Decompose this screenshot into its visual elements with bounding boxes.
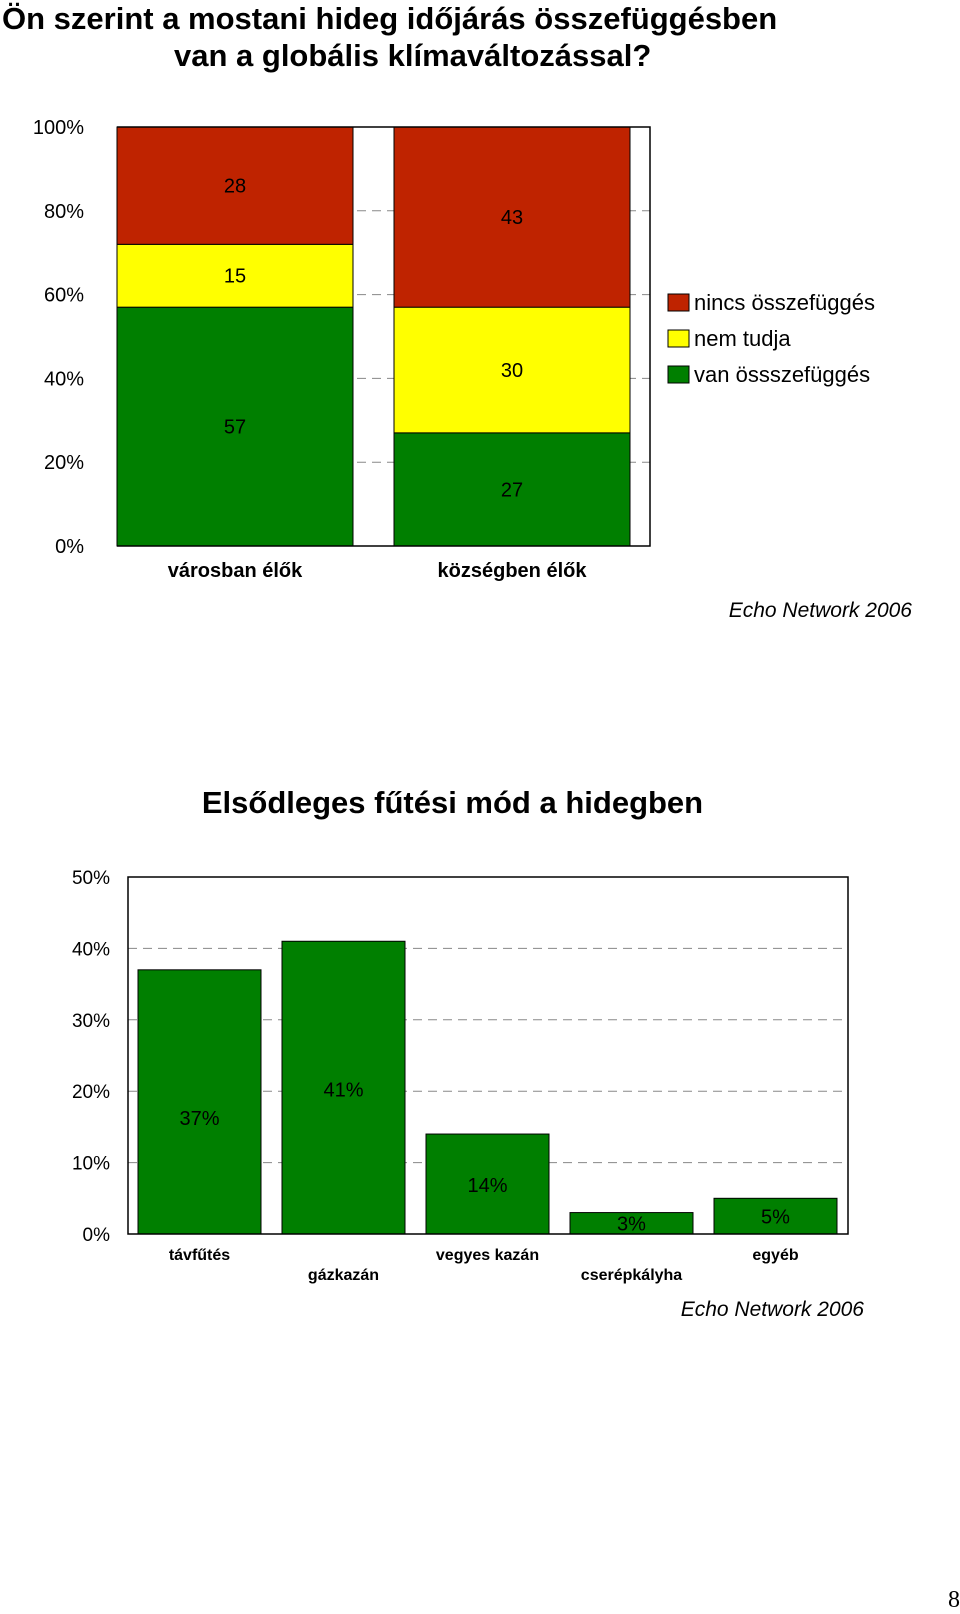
y-tick-label: 10% bbox=[72, 1154, 110, 1175]
chart1-title-line1: Ön szerint a mostani hideg időjárás össz… bbox=[2, 1, 778, 36]
data-label: 15 bbox=[224, 266, 246, 288]
x-category-label: városban élők bbox=[168, 560, 303, 582]
source-label: Echo Network 2006 bbox=[729, 599, 913, 622]
source-label: Echo Network 2006 bbox=[681, 1298, 865, 1321]
y-tick-label: 60% bbox=[44, 285, 84, 307]
y-tick-label: 40% bbox=[72, 939, 110, 960]
bar bbox=[137, 969, 262, 1235]
data-label: 57 bbox=[224, 417, 246, 439]
x-category-label: vegyes kazán bbox=[436, 1247, 539, 1264]
bar bbox=[425, 1133, 550, 1235]
y-tick-label: 100% bbox=[33, 117, 84, 139]
legend-swatch bbox=[667, 293, 690, 312]
x-category-label: cserépkályha bbox=[581, 1267, 683, 1284]
bar-segment bbox=[116, 306, 354, 547]
data-label: 3% bbox=[617, 1214, 646, 1236]
plot-frame bbox=[127, 876, 849, 1235]
legend-swatch bbox=[667, 329, 690, 348]
bar-segment bbox=[393, 126, 631, 308]
y-tick-label: 20% bbox=[44, 452, 84, 474]
y-tick-label: 30% bbox=[72, 1011, 110, 1032]
x-category-label: egyéb bbox=[752, 1247, 798, 1264]
x-category-label: gázkazán bbox=[308, 1267, 379, 1284]
y-tick-label: 20% bbox=[72, 1082, 110, 1103]
chart1-title: Ön szerint a mostani hideg időjárás össz… bbox=[0, 0, 960, 74]
legend-label: nincs összefüggés bbox=[694, 290, 875, 315]
bar-chart: 0% 10% 20% 30% 40% 50% 37% távfűtés 41% gázkazán 1… bbox=[72, 868, 865, 1321]
data-label: 28 bbox=[224, 176, 246, 198]
x-category-label: községben élők bbox=[438, 560, 588, 582]
page-number: 8 bbox=[948, 1587, 960, 1613]
y-tick-label: 80% bbox=[44, 201, 84, 223]
data-label: 41% bbox=[323, 1079, 363, 1101]
y-tick-label: 0% bbox=[83, 1225, 111, 1246]
y-tick-label: 50% bbox=[72, 868, 110, 889]
legend-swatch bbox=[667, 365, 690, 384]
bar-segment bbox=[393, 432, 631, 547]
chart2-title: Elsődleges fűtési mód a hidegben bbox=[201, 785, 704, 820]
data-label: 5% bbox=[761, 1206, 790, 1228]
bar bbox=[281, 940, 406, 1235]
data-label: 27 bbox=[501, 479, 523, 501]
plot-frame bbox=[117, 126, 651, 547]
bar-segment bbox=[393, 306, 631, 434]
data-label: 43 bbox=[501, 207, 523, 229]
data-label: 14% bbox=[467, 1175, 507, 1197]
data-label: 30 bbox=[501, 360, 523, 382]
stacked-bar-chart: 0% 20% 40% 60% 80% 100% 57 15 28 városban élők 27 3… bbox=[33, 117, 913, 622]
bar-segment bbox=[116, 243, 354, 308]
y-tick-label: 40% bbox=[44, 368, 84, 390]
legend-label: van össszefüggés bbox=[694, 362, 870, 387]
chart1-title-line2: van a globális klímaváltozással? bbox=[174, 38, 652, 73]
y-tick-label: 0% bbox=[55, 536, 84, 558]
legend-label: nem tudja bbox=[694, 326, 791, 351]
x-category-label: távfűtés bbox=[169, 1247, 230, 1264]
data-label: 37% bbox=[179, 1108, 219, 1130]
